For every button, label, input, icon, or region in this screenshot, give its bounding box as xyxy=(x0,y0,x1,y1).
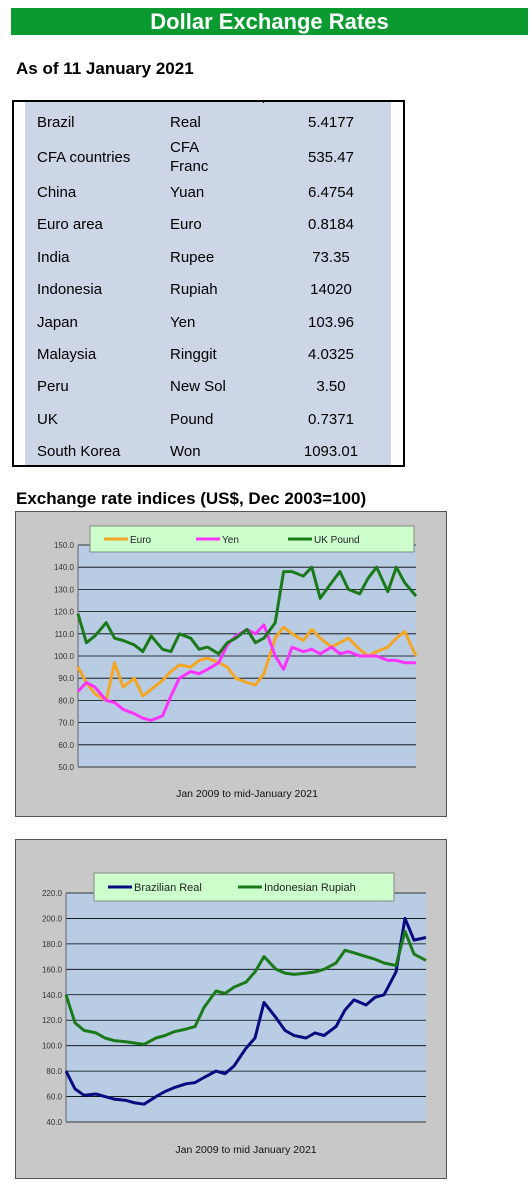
currency-cell: Won xyxy=(170,443,201,461)
y-tick-label: 100.0 xyxy=(54,652,75,661)
country-cell: UK xyxy=(37,410,58,428)
rate-cell: 4.0325 xyxy=(308,346,354,364)
country-cell: CFA countries xyxy=(37,148,131,166)
rate-row: CFA countries CFA Franc 535.47 xyxy=(37,138,390,176)
y-tick-label: 120.0 xyxy=(54,608,75,617)
y-tick-label: 50.0 xyxy=(58,763,74,772)
exchange-index-chart: 150.0 140.0 130.0 120.0 110.0 100.0 90.0 80.0 70… xyxy=(54,525,418,800)
y-tick-label: 140.0 xyxy=(54,563,75,572)
country-cell: Malaysia xyxy=(37,346,97,364)
rate-cell: 5.4177 xyxy=(308,113,354,131)
chart-1-frame: 150.0 140.0 130.0 120.0 110.0 100.0 90.0 80.0 70… xyxy=(15,511,447,817)
exchange-rates-panel: Brazil Real 5.4177 CFA countries CFA Franc 535… xyxy=(25,102,391,465)
real-rupiah-chart: 220.0 200.0 180.0 160.0 140.0 120.0 100.0 80.0 6… xyxy=(42,872,427,1156)
rate-cell: 6.4754 xyxy=(308,184,354,202)
rate-cell: 0.8184 xyxy=(308,216,354,234)
currency-cell: New Sol xyxy=(170,378,226,396)
currency-cell: Euro xyxy=(170,216,202,234)
y-tick-label: 200.0 xyxy=(42,914,63,923)
rate-cell: 3.50 xyxy=(316,378,346,396)
indices-title: Exchange rate indices (US$, Dec 2003=100… xyxy=(16,489,367,508)
series-line xyxy=(76,625,418,702)
as-of-date: As of 11 January 2021 xyxy=(16,59,194,78)
y-tick-label: 100.0 xyxy=(42,1042,63,1051)
exchange-rates-table-box: Brazil Real 5.4177 CFA countries CFA Franc 535… xyxy=(12,100,405,467)
rate-row: Japan Yen 103.96 xyxy=(37,306,390,338)
y-tick-label: 150.0 xyxy=(54,541,75,550)
exchange-rates-table: Brazil Real 5.4177 CFA countries CFA Franc 535… xyxy=(37,106,390,468)
country-cell: India xyxy=(37,248,70,266)
rate-row: South Korea Won 1093.01 xyxy=(37,436,390,468)
rate-cell: 1093.01 xyxy=(303,443,359,461)
chart-2-frame: 220.0 200.0 180.0 160.0 140.0 120.0 100.0 80.0 6… xyxy=(15,839,447,1179)
rate-cell: 0.7371 xyxy=(308,410,354,428)
rate-cell: 14020 xyxy=(310,281,352,299)
y-tick-label: 40.0 xyxy=(46,1118,62,1127)
currency-cell: Yuan xyxy=(170,184,205,202)
y-tick-label: 80.0 xyxy=(46,1067,62,1076)
plot-area xyxy=(66,893,426,1122)
y-tick-label: 180.0 xyxy=(42,940,63,949)
country-cell: Japan xyxy=(37,313,78,331)
country-cell: South Korea xyxy=(37,443,121,461)
country-cell: Indonesia xyxy=(37,281,103,299)
y-tick-label: 130.0 xyxy=(54,585,75,594)
rate-cell: 103.96 xyxy=(308,313,354,331)
y-tick-label: 140.0 xyxy=(42,991,63,1000)
rate-row: Indonesia Rupiah 14020 xyxy=(37,274,390,306)
page-title-banner: Dollar Exchange Rates xyxy=(11,8,528,35)
legend-label: Yen xyxy=(222,535,239,546)
country-cell: Peru xyxy=(37,378,69,396)
currency-cell: Pound xyxy=(170,410,214,428)
rate-row: UK Pound 0.7371 xyxy=(37,403,390,435)
y-tick-label: 90.0 xyxy=(58,674,74,683)
y-tick-label: 220.0 xyxy=(42,889,63,898)
y-tick-label: 160.0 xyxy=(42,965,63,974)
y-tick-label: 110.0 xyxy=(55,630,75,639)
country-cell: Brazil xyxy=(37,113,75,131)
currency-cell: Yen xyxy=(170,313,196,331)
series-line xyxy=(76,565,418,656)
currency-cell: Rupee xyxy=(170,248,215,266)
legend-label: Euro xyxy=(130,535,152,546)
legend-label: Brazilian Real xyxy=(134,882,202,894)
legend-label: Indonesian Rupiah xyxy=(264,882,356,894)
x-axis-label: Jan 2009 to mid-January 2021 xyxy=(176,788,318,800)
rate-cell: 535.47 xyxy=(308,148,354,166)
currency-cell: Ringgit xyxy=(170,346,217,364)
country-cell: China xyxy=(37,184,77,202)
legend-box xyxy=(89,525,415,553)
rate-cell: 73.35 xyxy=(312,248,350,266)
y-tick-label: 80.0 xyxy=(58,696,74,705)
series-line xyxy=(64,916,427,1106)
x-axis-label: Jan 2009 to mid January 2021 xyxy=(175,1144,316,1156)
rate-row: Malaysia Ringgit 4.0325 xyxy=(37,338,390,370)
currency-cell: Rupiah xyxy=(170,281,218,299)
rate-row: India Rupee 73.35 xyxy=(37,241,390,273)
currency-cell: Real xyxy=(170,113,201,131)
rate-row: Euro area Euro 0.8184 xyxy=(37,209,390,241)
y-tick-label: 70.0 xyxy=(58,719,74,728)
rate-row: China Yuan 6.4754 xyxy=(37,176,390,208)
country-cell: Euro area xyxy=(37,216,103,234)
y-tick-label: 60.0 xyxy=(58,741,74,750)
series-line xyxy=(64,929,427,1046)
rate-row: Peru New Sol 3.50 xyxy=(37,371,390,403)
rate-row: Brazil Real 5.4177 xyxy=(37,106,390,138)
currency-cell: CFA Franc xyxy=(170,139,209,176)
y-tick-label: 120.0 xyxy=(42,1016,63,1025)
y-tick-label: 60.0 xyxy=(46,1093,62,1102)
legend-label: UK Pound xyxy=(314,535,360,546)
